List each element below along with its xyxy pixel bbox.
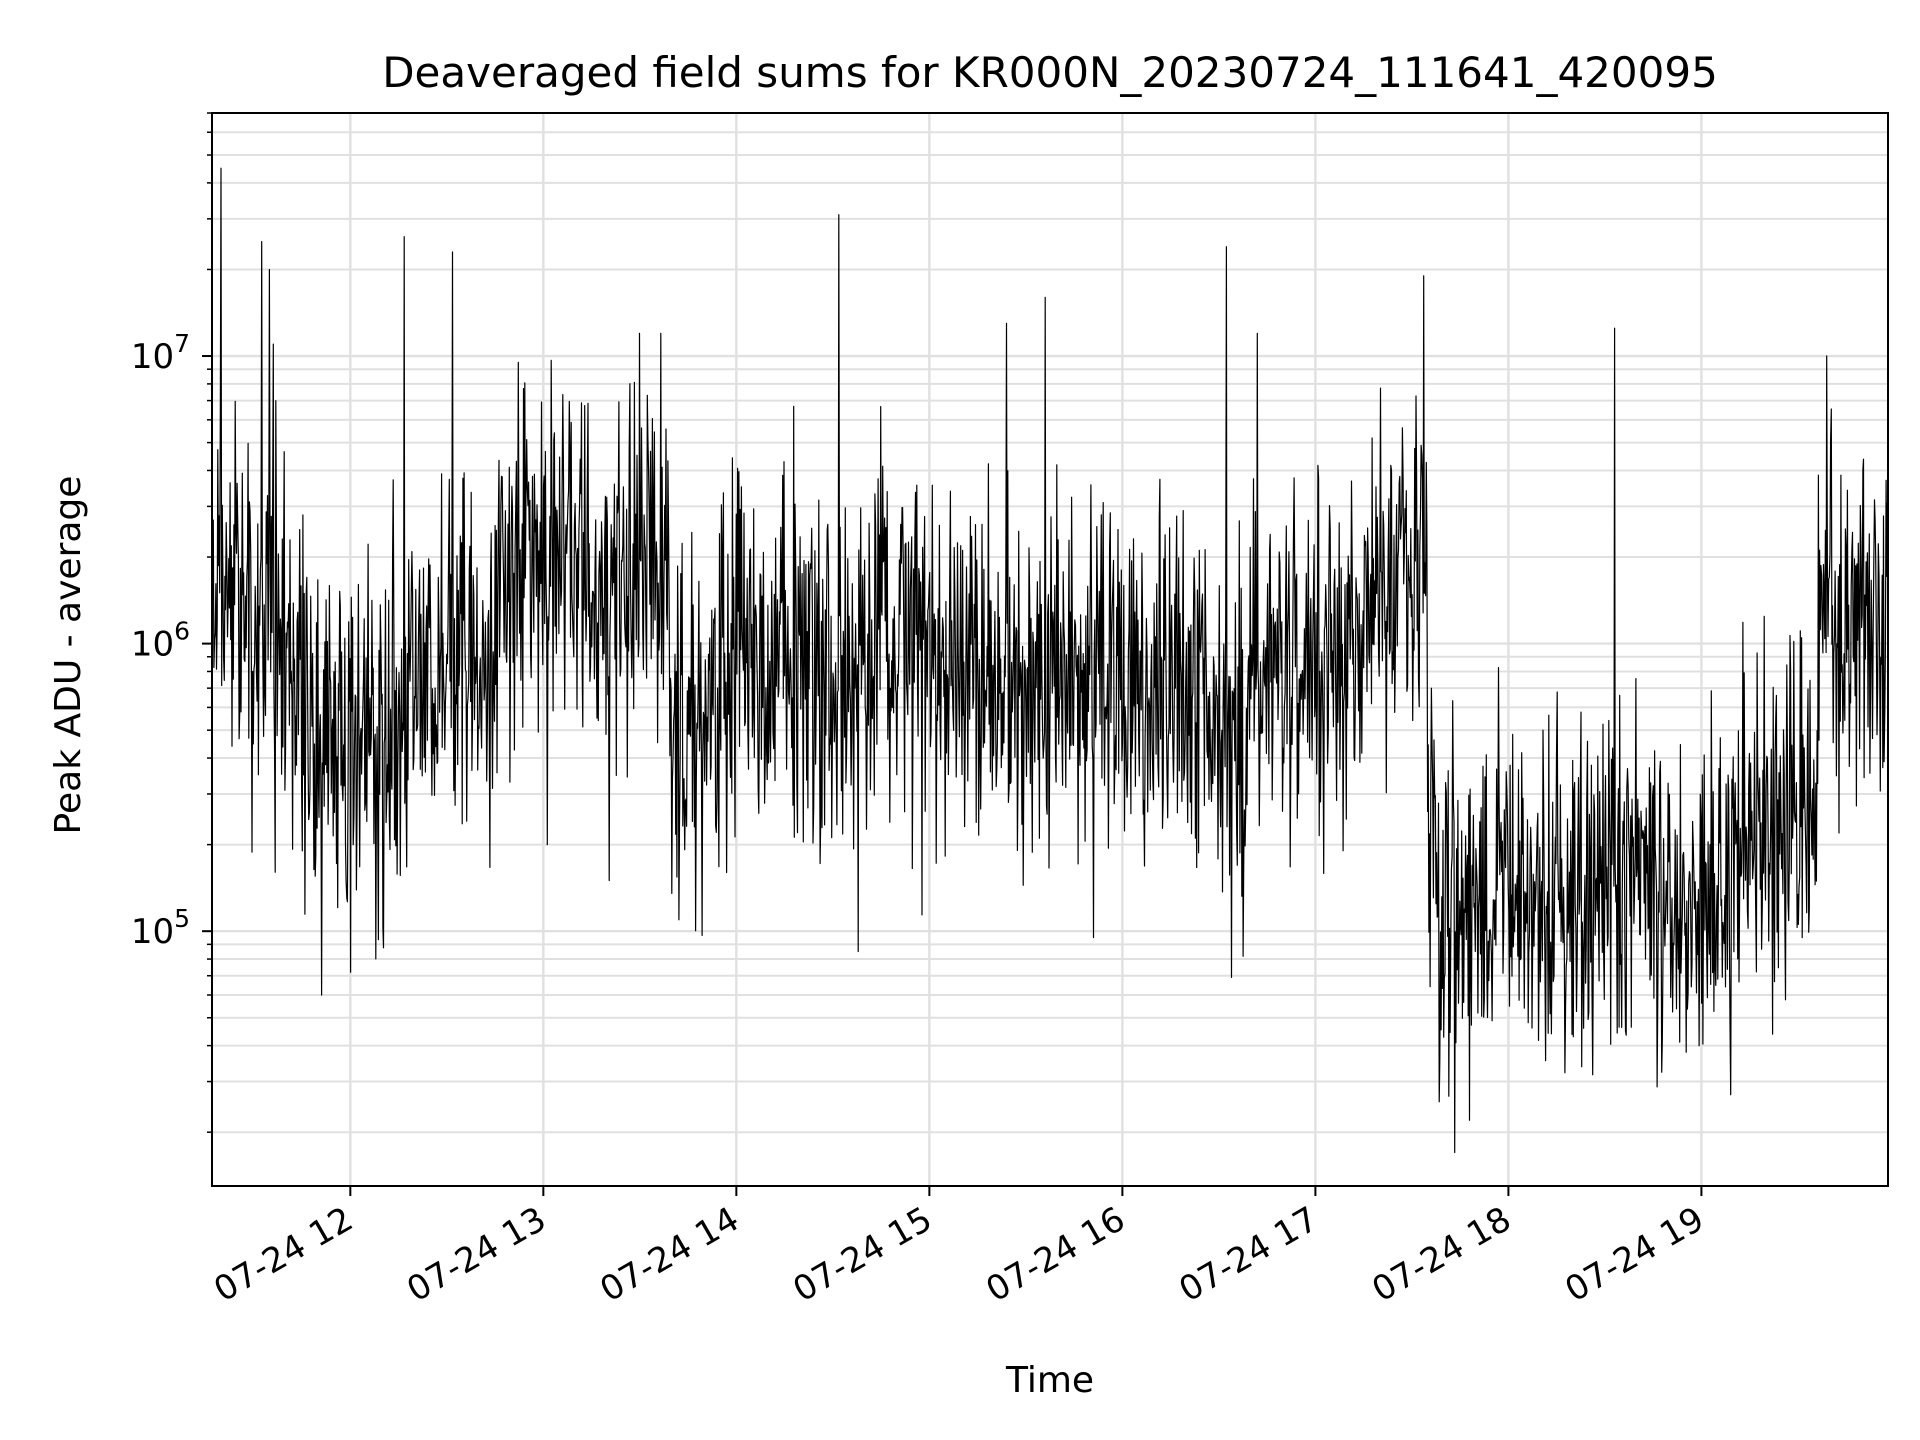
y-axis: 105 106 107 xyxy=(131,329,212,952)
plot-frame xyxy=(211,112,1889,1187)
chart-title: Deaveraged field sums for KR000N_2023072… xyxy=(382,48,1718,97)
x-axis-label: Time xyxy=(1005,1360,1094,1401)
y-tick-label: 106 xyxy=(131,617,190,665)
y-axis-label: Peak ADU - average xyxy=(48,476,89,835)
series-line xyxy=(211,167,1889,1154)
y-tick-label: 107 xyxy=(131,329,190,377)
data-series xyxy=(211,167,1889,1154)
y-tick-label: 105 xyxy=(131,904,190,952)
